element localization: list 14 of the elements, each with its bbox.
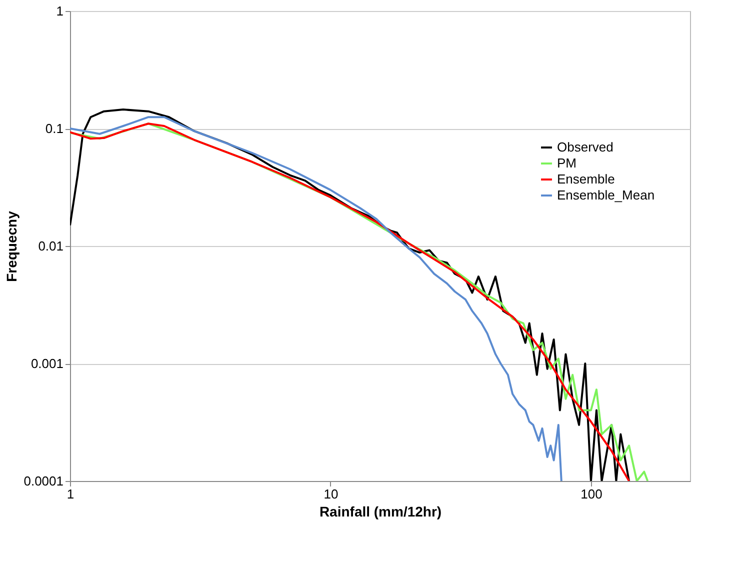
x-tick-label: 1 bbox=[66, 486, 74, 502]
y-tick-label: 0.001 bbox=[30, 356, 64, 371]
y-tick-label: 0.1 bbox=[45, 121, 64, 136]
y-tick-label: 0.0001 bbox=[24, 474, 64, 488]
legend-label: Ensemble bbox=[557, 172, 615, 186]
legend-label: Observed bbox=[557, 140, 614, 154]
y-axis-title: Frequecny bbox=[4, 210, 20, 282]
x-tick-label: 10 bbox=[324, 486, 338, 502]
legend-label: PM bbox=[557, 156, 576, 170]
legend-label: Ensemble_Mean bbox=[557, 188, 655, 202]
y-tick-label: 1 bbox=[56, 4, 64, 18]
y-tick-label: 0.01 bbox=[38, 238, 64, 254]
x-tick-label: 100 bbox=[580, 486, 602, 502]
x-axis-title: Rainfall (mm/12hr) bbox=[319, 504, 442, 520]
